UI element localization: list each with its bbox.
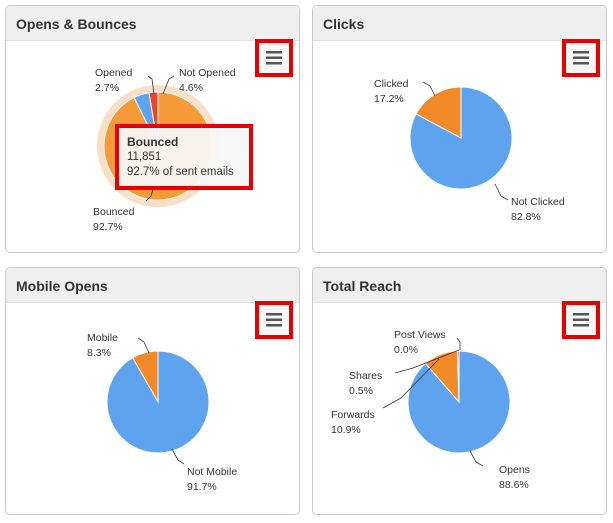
slice-label-not-clicked: Not Clicked [511,196,565,208]
chart-menu-button[interactable] [562,39,600,77]
slice-percent-forwards: 10.9% [331,424,361,436]
panel-total-reach: Total Reach Post Views 0.0% Shares 0.5% … [312,267,607,515]
slice-percent-not-opened: 4.6% [179,82,203,94]
slice-label-mobile: Mobile [87,332,118,344]
slice-label-opened: Opened [95,67,133,79]
connector-mobile [137,337,150,354]
slice-percent-post-views: 0.0% [394,344,418,356]
panel-title: Total Reach [313,268,606,303]
chart-menu-button[interactable] [562,301,600,339]
slice-label-bounced: Bounced [93,206,135,218]
tooltip-value: 11,851 [127,151,162,163]
tooltip-title: Bounced [127,135,179,149]
slice-percent-opens: 88.6% [499,479,529,491]
connector-shares [394,349,460,374]
slice-percent-bounced: 92.7% [93,221,123,233]
connector-opened [147,75,155,95]
connector-not-mobile [171,448,185,465]
slice-label-not-opened: Not Opened [179,67,236,79]
slice-percent-opened: 2.7% [95,82,119,94]
connector-post-views [456,337,461,350]
slice-label-not-mobile: Not Mobile [187,466,237,478]
slice-label-opens: Opens [499,464,530,476]
pie-slice-not-mobile[interactable] [106,350,210,454]
hamburger-icon [573,313,589,327]
slice-label-shares: Shares [349,370,382,382]
chart-tooltip: Bounced 11,851 92.7% of sent emails [115,124,253,190]
slice-label-clicked: Clicked [374,78,409,90]
pie-slice-opens[interactable] [407,350,511,454]
chart-menu-button[interactable] [255,39,293,77]
connector-opens [469,450,484,467]
panel-mobile-opens: Mobile Opens Mobile 8.3% Not Mobile 91.7… [5,267,300,515]
hamburger-icon [573,51,589,65]
panel-title: Mobile Opens [6,268,299,303]
pie-chart: Mobile 8.3% Not Mobile 91.7% [87,332,237,493]
panel-clicks: Clicks Clicked 17.2% Not Clicked 82.8% [312,5,607,253]
hamburger-icon [266,313,282,327]
connector-not-clicked [494,183,509,201]
slice-label-post-views: Post Views [394,329,446,341]
pie-chart: Post Views 0.0% Shares 0.5% Forwards 10.… [331,329,530,491]
slice-percent-not-mobile: 91.7% [187,481,217,493]
panel-opens-bounces: Opens & Bounces Opened 2.7% Not Opened 4… [5,5,300,253]
hamburger-icon [266,51,282,65]
panel-title: Clicks [313,6,606,41]
pie-chart: Clicked 17.2% Not Clicked 82.8% [374,78,565,223]
chart-menu-button[interactable] [255,301,293,339]
slice-percent-not-clicked: 82.8% [511,211,541,223]
slice-percent-clicked: 17.2% [374,93,404,105]
pie-slice-not-clicked[interactable] [409,86,513,190]
slice-label-forwards: Forwards [331,409,375,421]
pie-slice-clicked[interactable] [415,86,462,139]
panel-title: Opens & Bounces [6,6,299,41]
connector-forwards [382,358,440,409]
tooltip-detail: 92.7% of sent emails [127,166,234,178]
slice-percent-shares: 0.5% [349,385,373,397]
connector-clicked [422,81,436,97]
connector-not-opened [162,75,175,95]
slice-percent-mobile: 8.3% [87,347,111,359]
